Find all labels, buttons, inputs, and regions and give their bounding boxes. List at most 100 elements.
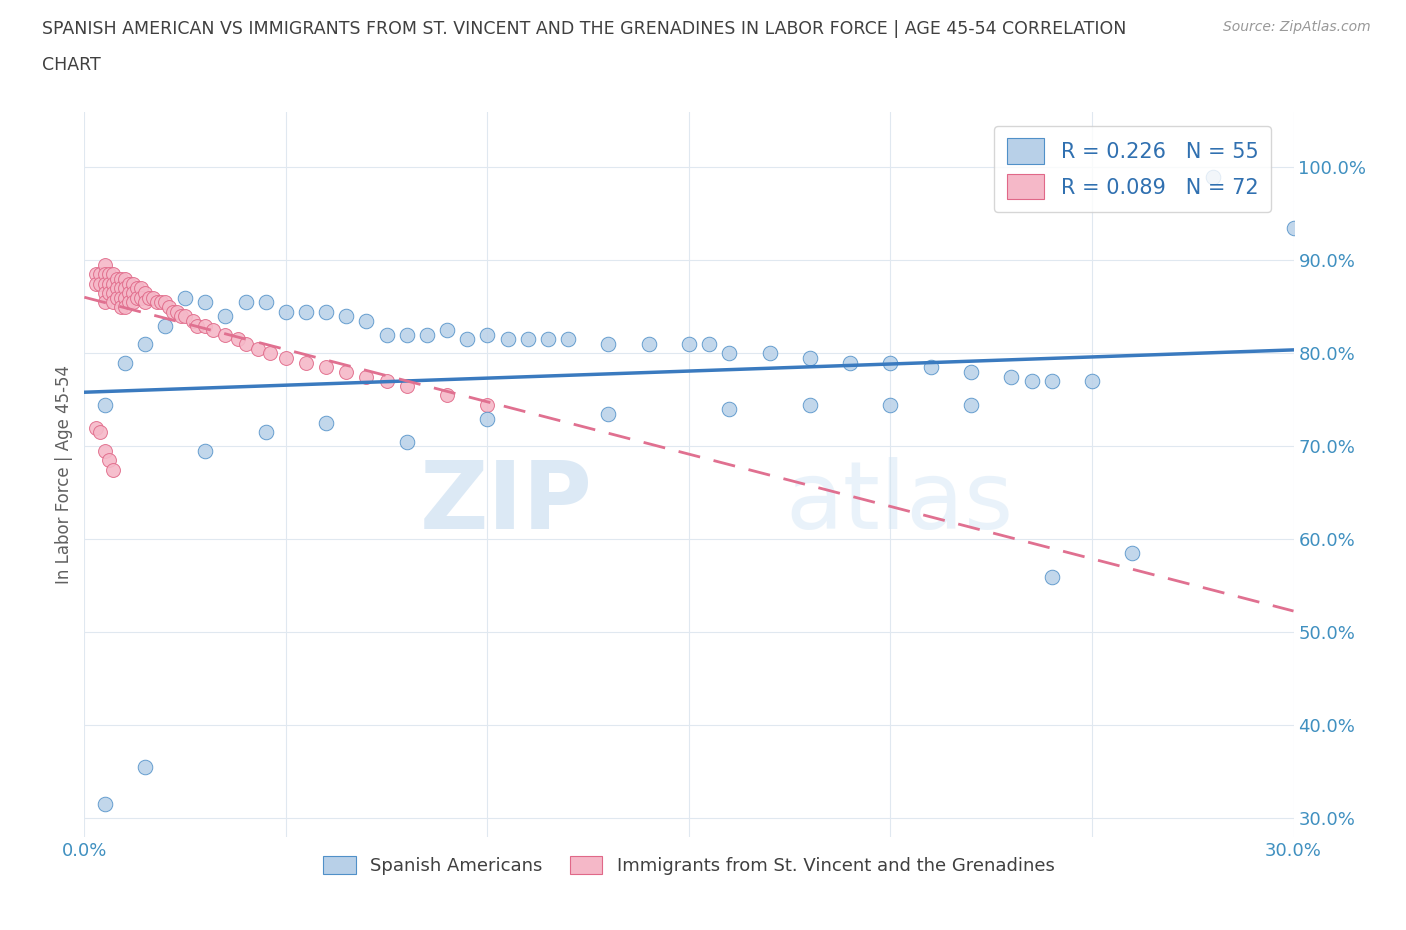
Point [174, 309, 197, 324]
Point [118, 295, 141, 310]
Point [153, 318, 176, 333]
Point [125, 290, 148, 305]
Point [375, 374, 398, 389]
Point [516, 332, 538, 347]
Point [235, 295, 257, 310]
Point [395, 327, 418, 342]
Point [839, 355, 862, 370]
Point [134, 760, 156, 775]
Point [1000, 369, 1022, 384]
Point [121, 286, 143, 300]
Point [153, 295, 176, 310]
Point [97, 267, 120, 282]
Point [960, 397, 983, 412]
Point [718, 346, 741, 361]
Point [110, 272, 132, 286]
Point [114, 299, 136, 314]
Point [121, 276, 143, 291]
Point [637, 337, 659, 352]
Point [202, 323, 225, 338]
Point [149, 295, 172, 310]
Y-axis label: In Labor Force | Age 45-54: In Labor Force | Age 45-54 [55, 365, 73, 584]
Point [194, 295, 217, 310]
Point [315, 416, 337, 431]
Point [89, 276, 111, 291]
Point [101, 276, 124, 291]
Point [110, 299, 132, 314]
Point [101, 286, 124, 300]
Point [456, 332, 478, 347]
Point [93, 397, 115, 412]
Point [395, 379, 418, 393]
Point [121, 295, 143, 310]
Point [1040, 569, 1063, 584]
Point [181, 313, 204, 328]
Point [678, 337, 700, 352]
Point [110, 281, 132, 296]
Point [598, 406, 620, 421]
Point [86, 276, 108, 291]
Point [1202, 169, 1225, 184]
Point [214, 309, 236, 324]
Point [718, 402, 741, 417]
Point [86, 420, 108, 435]
Point [194, 318, 217, 333]
Point [118, 276, 141, 291]
Point [315, 304, 337, 319]
Point [93, 267, 115, 282]
Point [758, 346, 780, 361]
Point [142, 290, 165, 305]
Point [1282, 220, 1305, 235]
Point [89, 267, 111, 282]
Point [110, 290, 132, 305]
Point [416, 327, 439, 342]
Point [1040, 374, 1063, 389]
Point [157, 299, 180, 314]
Point [335, 309, 357, 324]
Point [356, 369, 378, 384]
Point [129, 281, 152, 296]
Point [170, 309, 193, 324]
Point [93, 276, 115, 291]
Point [101, 267, 124, 282]
Point [557, 332, 579, 347]
Point [86, 267, 108, 282]
Point [125, 281, 148, 296]
Point [114, 355, 136, 370]
Point [879, 355, 901, 370]
Point [93, 258, 115, 272]
Point [134, 286, 156, 300]
Point [920, 360, 942, 375]
Point [101, 295, 124, 310]
Point [436, 388, 458, 403]
Point [105, 290, 128, 305]
Point [93, 444, 115, 458]
Point [477, 411, 499, 426]
Point [477, 397, 499, 412]
Point [356, 313, 378, 328]
Legend: Spanish Americans, Immigrants from St. Vincent and the Grenadines: Spanish Americans, Immigrants from St. V… [316, 848, 1062, 883]
Point [799, 397, 821, 412]
Point [274, 304, 297, 319]
Point [194, 444, 217, 458]
Point [598, 337, 620, 352]
Point [93, 286, 115, 300]
Point [134, 337, 156, 352]
Point [93, 797, 115, 812]
Point [295, 304, 318, 319]
Point [114, 281, 136, 296]
Point [375, 327, 398, 342]
Point [105, 272, 128, 286]
Point [254, 295, 277, 310]
Point [162, 304, 184, 319]
Point [799, 351, 821, 365]
Point [295, 355, 318, 370]
Point [1021, 374, 1043, 389]
Point [129, 290, 152, 305]
Point [697, 337, 720, 352]
Text: CHART: CHART [42, 56, 101, 73]
Text: atlas: atlas [786, 458, 1014, 550]
Point [879, 397, 901, 412]
Point [254, 425, 277, 440]
Point [436, 323, 458, 338]
